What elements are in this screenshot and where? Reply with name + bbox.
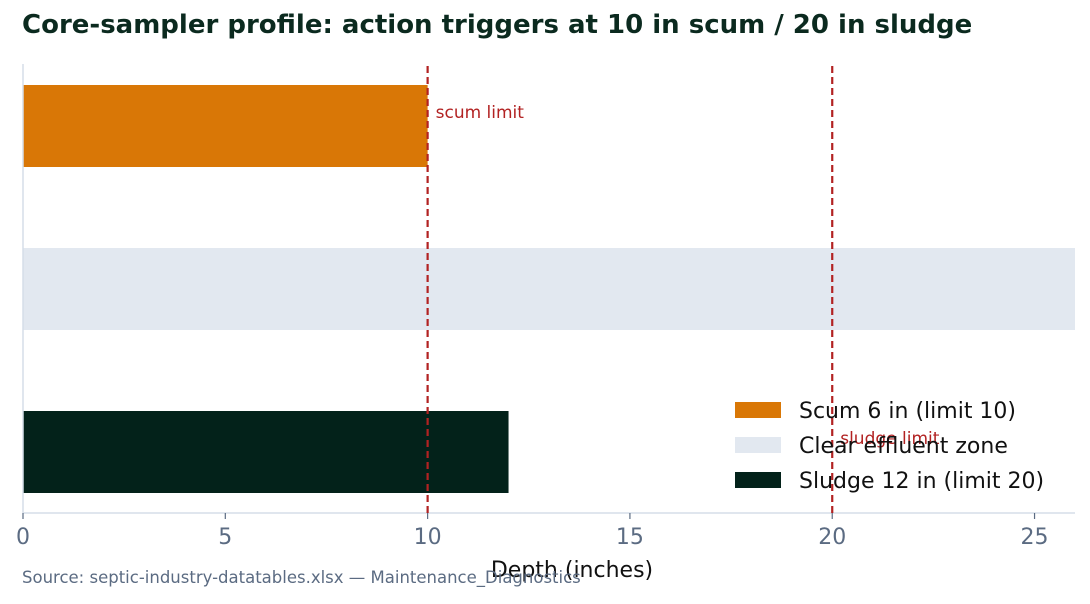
x-tick-label: 0 bbox=[16, 525, 30, 550]
x-tick-label: 15 bbox=[616, 525, 644, 550]
ref-label-1: scum limit bbox=[436, 103, 525, 123]
legend-swatch-3 bbox=[735, 472, 781, 488]
x-axis-label: Depth (inches) bbox=[491, 558, 653, 583]
chart-title: Core-sampler profile: action triggers at… bbox=[22, 10, 973, 40]
source-note: Source: septic-industry-datatables.xlsx … bbox=[22, 568, 581, 587]
ref-label-2: sludge limit bbox=[840, 429, 940, 449]
legend-label-1: Scum 6 in (limit 10) bbox=[799, 399, 1016, 424]
legend-label-3: Sludge 12 in (limit 20) bbox=[799, 469, 1044, 494]
legend-swatch-1 bbox=[735, 402, 781, 418]
legend-swatch-2 bbox=[735, 437, 781, 453]
x-tick-label: 25 bbox=[1021, 525, 1049, 550]
bar-1 bbox=[23, 85, 428, 167]
bar-2 bbox=[23, 248, 1075, 330]
x-tick-label: 10 bbox=[414, 525, 442, 550]
legend-label-2: Clear effluent zone bbox=[799, 434, 1008, 459]
x-tick-label: 5 bbox=[218, 525, 232, 550]
bar-3 bbox=[23, 411, 509, 493]
x-tick-label: 20 bbox=[818, 525, 846, 550]
